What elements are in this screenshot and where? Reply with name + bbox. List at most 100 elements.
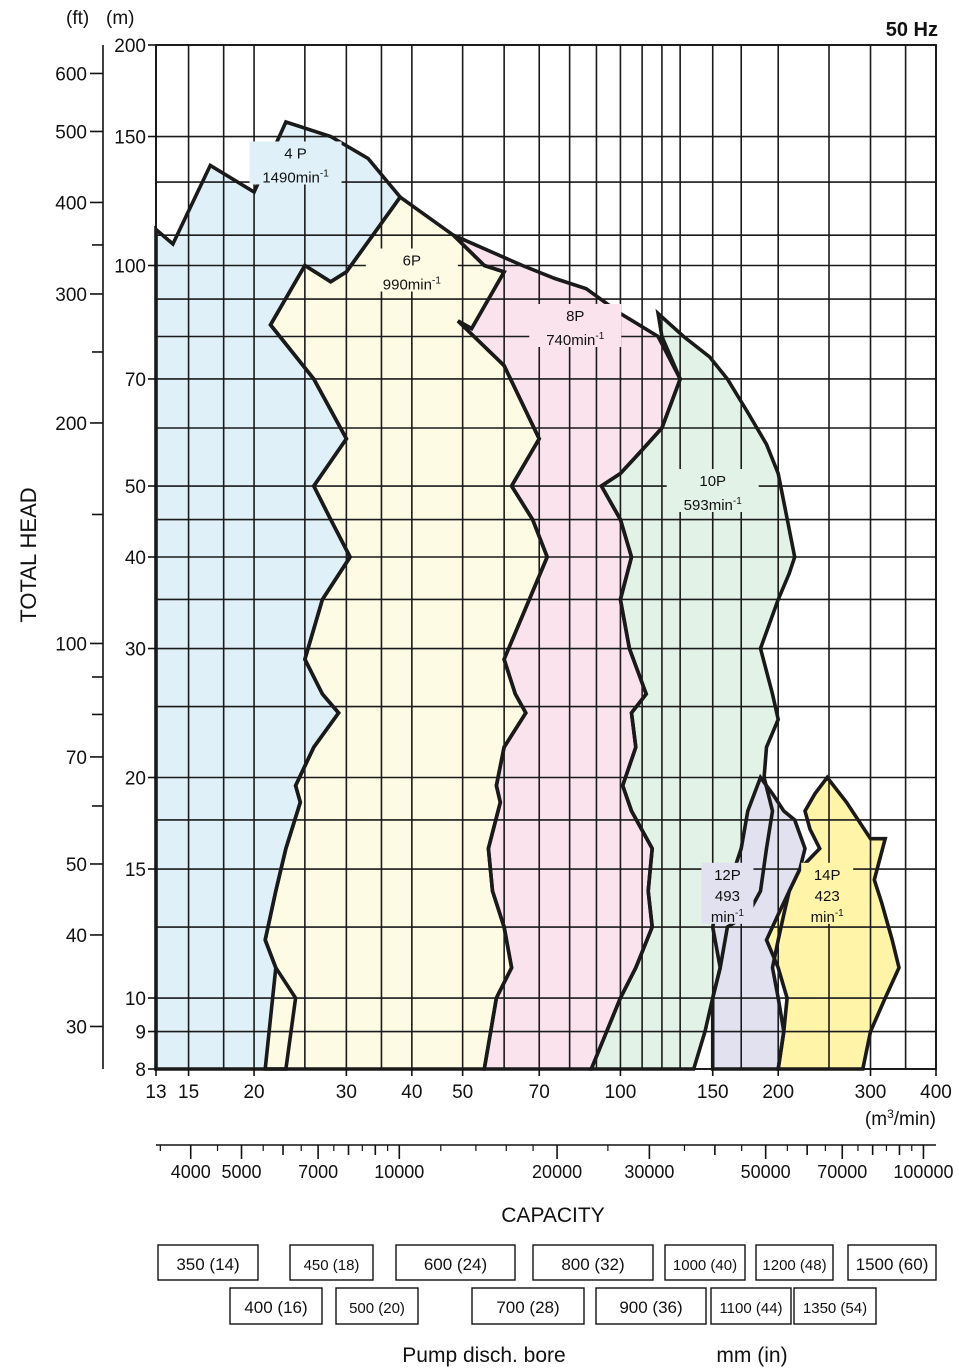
x-tick-label: 13 (145, 1082, 166, 1103)
x-tick-label: 400 (920, 1082, 952, 1103)
bore-label: 1500 (60) (856, 1255, 929, 1274)
gpm-tick-label: 4000 (171, 1162, 211, 1182)
bore-box (595, 1287, 707, 1325)
chart-grid (155, 44, 937, 1070)
area-label-1-line1: 4 P (284, 145, 307, 162)
x-unit-label: (m3/min) (865, 1107, 936, 1130)
area-label-bg-2 (365, 248, 458, 292)
area-label-5-line2: 493 (715, 888, 740, 905)
ft-tick-label: 200 (55, 414, 87, 435)
area-label-2-line1: 6P (403, 253, 421, 270)
performance-labels: 4 P 1490min-1 6P 990min-1 8P 740min-1 10P 593mi… (249, 141, 854, 926)
ft-tick-label: 50 (66, 855, 87, 876)
area-label-bg-1 (249, 141, 342, 185)
gpm-tick-label: 20000 (532, 1162, 582, 1182)
m-tick-label: 70 (125, 370, 146, 391)
bore-box (335, 1287, 419, 1325)
chart-axes: 30 40 50 70 100 200 300 400 500 600 8 9 10 15 20 30 40 50… (55, 36, 953, 1182)
m-tick-label: 200 (114, 36, 146, 57)
x-tick-label: 300 (855, 1082, 887, 1103)
bore-label: 800 (32) (561, 1255, 624, 1274)
area-label-bg-6 (801, 862, 854, 924)
ft-tick-label: 30 (66, 1017, 87, 1038)
bore-label: 1100 (44) (719, 1300, 782, 1317)
m-tick-label: 50 (125, 477, 146, 498)
m-tick-label: 20 (125, 769, 146, 790)
area-fill-2 (265, 197, 548, 1070)
y-axis-title: TOTAL HEAD (16, 487, 41, 622)
area-label-6-line3: min-1 (811, 908, 845, 926)
x-tick-label: 200 (762, 1082, 794, 1103)
m-tick-label: 30 (125, 640, 146, 661)
bore-box (793, 1287, 877, 1325)
frequency-label: 50 Hz (886, 19, 938, 41)
unit-m-label: (m) (106, 8, 134, 29)
x-tick-label: 40 (401, 1082, 422, 1103)
bore-label: 1350 (54) (803, 1300, 867, 1317)
bore-box (710, 1287, 792, 1325)
m-tick-label: 100 (114, 257, 146, 278)
bore-box (532, 1244, 654, 1281)
bore-label: 900 (36) (619, 1298, 682, 1317)
gpm-tick-label: 50000 (741, 1162, 791, 1182)
bore-box (395, 1244, 516, 1281)
area-outline-4 (588, 308, 797, 1071)
area-fill-5 (712, 777, 805, 1069)
m-tick-label: 9 (135, 1023, 146, 1044)
ft-tick-label: 400 (55, 193, 87, 214)
area-label-4-line1: 10P (699, 473, 726, 490)
gpm-tick-label: 10000 (374, 1162, 424, 1182)
bore-label: 450 (18) (304, 1257, 360, 1274)
bore-box (289, 1244, 374, 1281)
x-axis-title: CAPACITY (501, 1204, 604, 1227)
area-label-5-line1: 12P (714, 867, 741, 884)
bore-title: Pump disch. bore (402, 1344, 565, 1367)
x-tick-label: 150 (697, 1082, 729, 1103)
bore-box (755, 1244, 834, 1281)
unit-ft-label: (ft) (66, 8, 89, 29)
bore-label: 700 (28) (496, 1298, 559, 1317)
gpm-tick-label: 30000 (624, 1162, 674, 1182)
x-tick-label: 100 (605, 1082, 637, 1103)
area-label-2-line2: 990min-1 (383, 276, 442, 294)
ft-tick-label: 100 (55, 634, 87, 655)
bore-box (229, 1287, 323, 1325)
gpm-tick-label: 5000 (221, 1162, 261, 1182)
bore-box (847, 1244, 937, 1281)
area-fill-1 (156, 122, 401, 1069)
area-label-3-line2: 740min-1 (546, 331, 605, 349)
bore-box (664, 1244, 746, 1281)
bore-label: 400 (16) (244, 1298, 307, 1317)
ft-tick-label: 300 (55, 285, 87, 306)
m-tick-label: 150 (114, 128, 146, 149)
ft-tick-label: 40 (66, 926, 87, 947)
bore-unit: mm (in) (716, 1344, 787, 1367)
area-label-bg-3 (529, 303, 622, 347)
bore-label: 500 (20) (349, 1300, 405, 1317)
area-label-5-line3: min-1 (711, 908, 745, 926)
area-label-bg-4 (666, 469, 759, 513)
bore-label: 600 (24) (424, 1255, 487, 1274)
area-label-bg-5 (701, 862, 754, 924)
bore-label: 350 (14) (176, 1255, 239, 1274)
m-tick-label: 40 (125, 548, 146, 569)
ft-tick-label: 70 (66, 748, 87, 769)
area-outline-6 (764, 774, 901, 1071)
x-tick-label: 20 (243, 1082, 264, 1103)
gpm-tick-label: 100000 (893, 1162, 953, 1182)
ft-tick-label: 600 (55, 64, 87, 85)
bore-box (471, 1287, 585, 1325)
gpm-tick-label: 7000 (298, 1162, 338, 1182)
m-tick-label: 8 (135, 1060, 146, 1081)
x-tick-label: 15 (178, 1082, 199, 1103)
area-label-6-line2: 423 (815, 888, 840, 905)
m-tick-label: 15 (125, 860, 146, 881)
x-tick-label: 50 (452, 1082, 473, 1103)
gpm-tick-label: 70000 (817, 1162, 867, 1182)
area-label-3-line1: 8P (566, 308, 584, 325)
bore-box (157, 1244, 259, 1281)
area-label-6-line1: 14P (814, 867, 841, 884)
x-tick-label: 30 (336, 1082, 357, 1103)
x-tick-label: 70 (529, 1082, 550, 1103)
